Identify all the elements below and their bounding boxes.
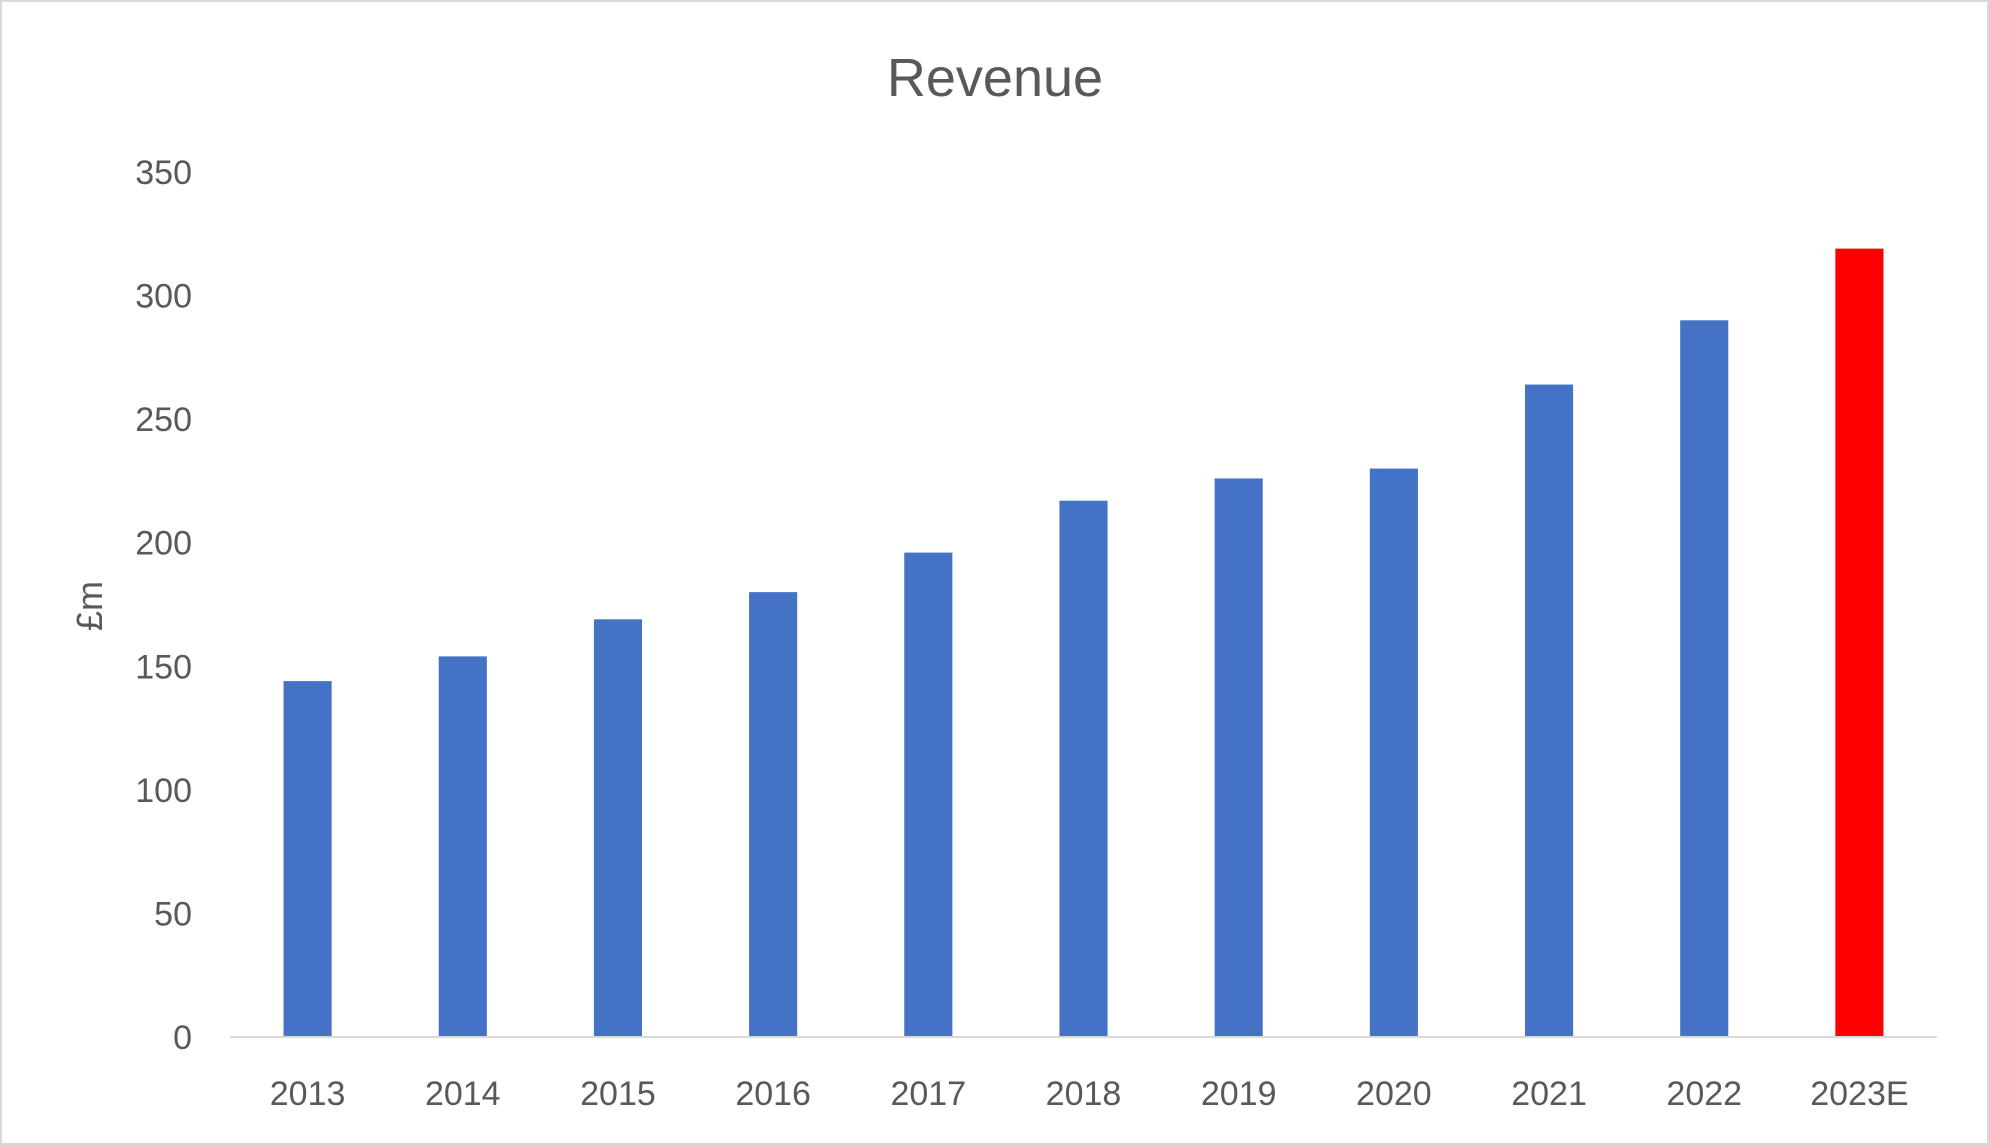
y-tick-label: 100 [135,772,192,810]
x-tick-label: 2022 [1666,1075,1742,1113]
bar-2014 [438,656,487,1037]
y-tick-label: 200 [135,525,192,563]
bar-2022 [1680,320,1729,1037]
bar-2015 [593,619,643,1037]
x-axis-ticks: 2013 2014 2015 2016 2017 2018 2019 2020 2021 2022… [270,1075,1909,1113]
x-tick-label: 2018 [1046,1075,1122,1113]
bar-2016 [749,592,798,1037]
x-tick-label: 2014 [425,1075,501,1113]
x-tick-label: 2017 [890,1075,966,1113]
y-tick-label: 50 [154,895,192,933]
bar-2018 [1059,500,1108,1037]
bar-2021 [1524,384,1574,1037]
bars-group [283,248,1884,1038]
y-axis-ticks: 0 50 100 150 200 250 300 350 [135,154,192,1057]
y-tick-label: 150 [135,648,192,686]
y-axis-title: £m [69,581,110,631]
chart-title: Revenue [887,48,1103,108]
bar-2023E [1835,248,1884,1038]
x-tick-label: 2020 [1356,1075,1432,1113]
bar-2017 [904,552,953,1037]
x-tick-label: 2021 [1511,1075,1587,1113]
bar-2020 [1369,468,1418,1038]
y-tick-label: 0 [173,1019,192,1057]
bar-2013 [283,681,332,1037]
bar-2019 [1214,478,1263,1037]
y-tick-label: 250 [135,401,192,439]
x-tick-label: 2015 [580,1075,656,1113]
x-tick-label: 2023E [1810,1075,1908,1113]
x-tick-label: 2019 [1201,1075,1277,1113]
y-tick-label: 300 [135,278,192,316]
x-tick-label: 2013 [270,1075,346,1113]
y-tick-label: 350 [135,154,192,192]
x-tick-label: 2016 [735,1075,811,1113]
